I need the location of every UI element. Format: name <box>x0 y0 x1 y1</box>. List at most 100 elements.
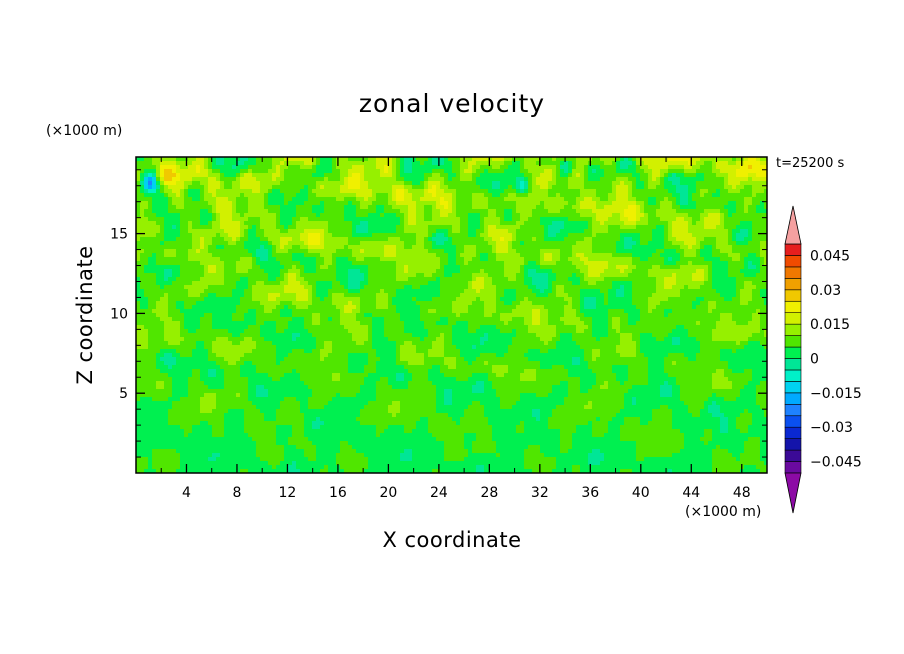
heatmap-cell <box>140 273 145 278</box>
heatmap-cell <box>596 169 601 174</box>
heatmap-cell <box>176 165 181 170</box>
heatmap-cell <box>300 205 305 210</box>
heatmap-cell <box>296 273 301 278</box>
heatmap-cell <box>556 169 561 174</box>
heatmap-cell <box>672 225 677 230</box>
heatmap-cell <box>320 201 325 206</box>
heatmap-cell <box>548 217 553 222</box>
heatmap-cell <box>608 269 613 274</box>
heatmap-cell <box>208 257 213 262</box>
heatmap-cell <box>300 233 305 238</box>
heatmap-cell <box>388 269 393 274</box>
heatmap-cell <box>720 213 725 218</box>
heatmap-cell <box>320 165 325 170</box>
heatmap-cell <box>456 249 461 254</box>
heatmap-cell <box>180 201 185 206</box>
heatmap-cell <box>192 217 197 222</box>
heatmap-cell <box>388 157 393 162</box>
heatmap-cell <box>180 193 185 198</box>
heatmap-cell <box>732 233 737 238</box>
heatmap-cell <box>156 237 161 242</box>
heatmap-cell <box>220 265 225 270</box>
heatmap-cell <box>240 157 245 162</box>
heatmap-cell <box>688 245 693 250</box>
heatmap-cell <box>744 189 749 194</box>
heatmap-cell <box>696 237 701 242</box>
heatmap-cell <box>668 241 673 246</box>
heatmap-cell <box>292 233 297 238</box>
heatmap-cell <box>180 185 185 190</box>
heatmap-cell <box>432 213 437 218</box>
heatmap-cell <box>196 181 201 186</box>
heatmap-cell <box>464 185 469 190</box>
heatmap-cell <box>276 197 281 202</box>
heatmap-cell <box>272 165 277 170</box>
heatmap-cell <box>184 189 189 194</box>
heatmap-cell <box>604 193 609 198</box>
heatmap-cell <box>576 265 581 270</box>
heatmap-cell <box>204 257 209 262</box>
heatmap-cell <box>704 221 709 226</box>
heatmap-cell <box>608 209 613 214</box>
heatmap-cell <box>212 221 217 226</box>
heatmap-cell <box>284 249 289 254</box>
heatmap-cell <box>304 185 309 190</box>
heatmap-cell <box>756 169 761 174</box>
heatmap-cell <box>228 201 233 206</box>
heatmap-cell <box>716 201 721 206</box>
heatmap-cell <box>504 217 509 222</box>
heatmap-cell <box>324 169 329 174</box>
heatmap-cell <box>208 241 213 246</box>
heatmap-cell <box>352 161 357 166</box>
heatmap-cell <box>708 245 713 250</box>
heatmap-cell <box>452 161 457 166</box>
heatmap-cell <box>316 273 321 278</box>
heatmap-cell <box>276 157 281 162</box>
heatmap-cell <box>480 237 485 242</box>
heatmap-cell <box>548 165 553 170</box>
heatmap-cell <box>460 209 465 214</box>
heatmap-cell <box>560 225 565 230</box>
heatmap-cell <box>400 273 405 278</box>
heatmap-cell <box>152 225 157 230</box>
heatmap-cell <box>516 277 521 282</box>
heatmap-cell <box>160 213 165 218</box>
heatmap-cell <box>720 205 725 210</box>
heatmap-cell <box>468 169 473 174</box>
heatmap-cell <box>292 221 297 226</box>
heatmap-cell <box>368 233 373 238</box>
heatmap-cell <box>304 165 309 170</box>
heatmap-cell <box>196 269 201 274</box>
heatmap-cell <box>220 181 225 186</box>
heatmap-cell <box>588 261 593 266</box>
heatmap-cell <box>180 221 185 226</box>
heatmap-cell <box>264 181 269 186</box>
heatmap-cell <box>748 241 753 246</box>
heatmap-cell <box>588 217 593 222</box>
heatmap-cell <box>404 185 409 190</box>
heatmap-cell <box>332 197 337 202</box>
heatmap-cell <box>252 281 257 286</box>
heatmap-cell <box>264 209 269 214</box>
heatmap-cell <box>708 177 713 182</box>
heatmap-cell <box>720 217 725 222</box>
heatmap-cell <box>548 173 553 178</box>
heatmap-cell <box>252 221 257 226</box>
heatmap-cell <box>232 209 237 214</box>
heatmap-cell <box>424 225 429 230</box>
heatmap-cell <box>584 185 589 190</box>
heatmap-cell <box>712 233 717 238</box>
heatmap-cell <box>208 189 213 194</box>
heatmap-cell <box>316 157 321 162</box>
heatmap-cell <box>452 229 457 234</box>
heatmap-cell <box>312 257 317 262</box>
heatmap-cell <box>676 241 681 246</box>
heatmap-cell <box>608 233 613 238</box>
heatmap-cell <box>568 161 573 166</box>
heatmap-cell <box>400 265 405 270</box>
heatmap-cell <box>660 209 665 214</box>
heatmap-cell <box>460 225 465 230</box>
heatmap-cell <box>560 213 565 218</box>
heatmap-cell <box>364 257 369 262</box>
heatmap-cell <box>228 181 233 186</box>
